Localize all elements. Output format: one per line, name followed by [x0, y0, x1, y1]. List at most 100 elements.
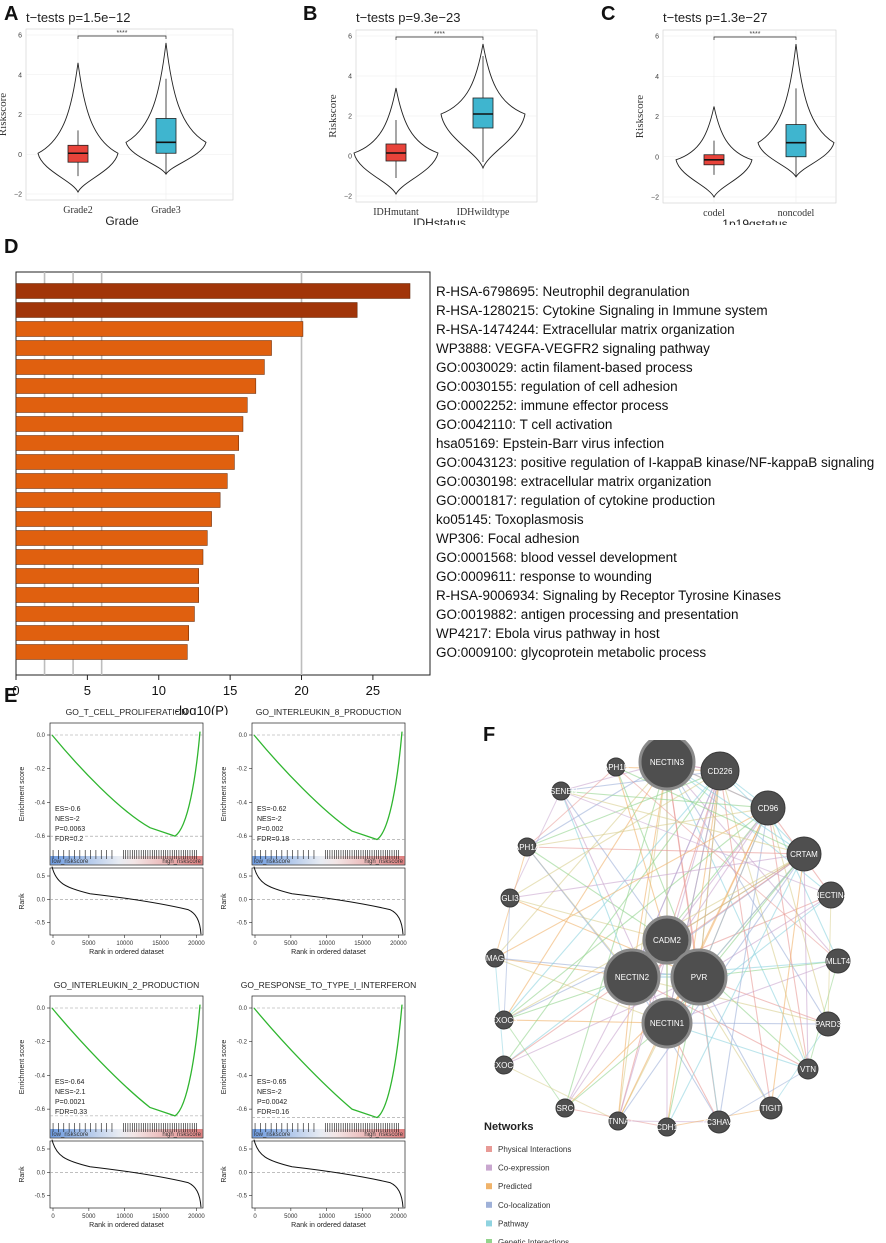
- rank-frame: [251, 867, 406, 936]
- term-label-1: R-HSA-6798695: Neutrophil degranulation: [436, 284, 690, 299]
- rank-curve: [51, 1139, 202, 1208]
- box-IDHwildtype: [472, 97, 494, 129]
- high-label: high_riskscore: [162, 1132, 201, 1138]
- node-NECTIN4: [817, 881, 845, 909]
- legend-item-3: Predicted: [498, 1182, 532, 1191]
- p-value: P=0.002: [257, 826, 283, 833]
- network-edge: [560, 790, 832, 896]
- network-edge: [503, 897, 511, 1021]
- node-label-NECTIN1: NECTIN1: [650, 1019, 685, 1028]
- es-tick-label: -0.2: [237, 767, 248, 773]
- node-label-EXOC3: EXOC3: [490, 1016, 518, 1025]
- gene-network: NECTIN3 CD226 APH1B PSENEN CD96 CRTAM APH1A NEC…: [484, 740, 851, 1243]
- term-label-20: GO:0009100: glycoprotein metabolic proce…: [436, 645, 706, 660]
- rank-curve: [253, 1139, 404, 1208]
- enrichment-curve: [51, 731, 201, 837]
- node-label-VTN: VTN: [800, 1065, 816, 1074]
- x-tick-label: 0: [51, 941, 55, 947]
- x-tick-label: 20: [294, 683, 308, 698]
- x-category-Grade2: Grade2: [63, 205, 92, 216]
- rank-tick-label: 0.0: [239, 897, 248, 903]
- node-EXOC4: [494, 1055, 514, 1075]
- network-edge: [767, 807, 829, 1025]
- bar-16: [15, 568, 199, 584]
- significance-stars: ****: [117, 30, 128, 37]
- x-tick-label: 15000: [354, 1214, 371, 1220]
- x-axis-label: Rank in ordered dataset: [291, 949, 366, 956]
- node-CD226: [700, 751, 740, 791]
- x-tick-label: 10000: [318, 941, 335, 947]
- y-tick-label: 4: [18, 72, 22, 79]
- node-label-TIGIT: TIGIT: [761, 1104, 782, 1113]
- network-edge: [719, 770, 809, 1070]
- rank-tick-label: 0.5: [37, 1147, 46, 1153]
- node-label-PSENEN: PSENEN: [545, 787, 578, 796]
- y-tick-label: 0: [655, 154, 659, 161]
- p-value: P=0.0063: [55, 826, 85, 833]
- es-axis-label: Enrichment score: [19, 1040, 26, 1095]
- term-label-12: GO:0001817: regulation of cytokine produ…: [436, 493, 715, 508]
- x-tick-label: 5: [84, 683, 91, 698]
- rank-tick-label: -0.5: [237, 1194, 248, 1200]
- es-value: ES=-0.64: [55, 1079, 84, 1086]
- y-tick-label: 0: [18, 152, 22, 159]
- rank-color-bar: [50, 1129, 203, 1138]
- es-frame: [251, 995, 406, 1139]
- x-category-codel: codel: [703, 208, 725, 219]
- node-label-CTNNA1: CTNNA1: [602, 1117, 635, 1126]
- network-edge: [503, 807, 769, 1021]
- legend-swatch: [486, 1239, 492, 1243]
- legend-swatch: [486, 1220, 492, 1227]
- x-axis-label: -log10(P): [175, 703, 228, 715]
- violin-Grade2: [37, 62, 119, 193]
- nes-value: NES=-2: [257, 816, 282, 823]
- x-tick-label: 10000: [116, 1214, 133, 1220]
- node-label-CD226: CD226: [708, 767, 733, 776]
- rank-color-bar: [252, 856, 405, 865]
- legend-item-2: Co-expression: [498, 1164, 550, 1173]
- node-CD96: [750, 790, 786, 826]
- x-category-IDHwildtype: IDHwildtype: [457, 207, 510, 218]
- x-tick-label: 10000: [318, 1214, 335, 1220]
- network-edge: [503, 761, 668, 1021]
- legend-swatch: [486, 1183, 492, 1190]
- enrichment-curve: [253, 1004, 403, 1119]
- bar-2: [15, 302, 358, 318]
- significance-stars: ****: [434, 31, 445, 38]
- high-label: high_riskscore: [162, 859, 201, 865]
- p-value: P=0.0042: [257, 1099, 287, 1106]
- network-edge: [560, 790, 633, 978]
- panel-label-f: F: [483, 724, 495, 746]
- rank-tick-label: -0.5: [35, 1194, 46, 1200]
- violin-chart-b: −2 0 2 4 6 t−tests p=9.3e−23 Riskscore IDHmutan…: [327, 10, 538, 225]
- node-TIGIT: [759, 1096, 783, 1120]
- network-edge: [666, 853, 805, 1128]
- x-axis-label: Rank in ordered dataset: [291, 1222, 366, 1229]
- network-edge: [560, 790, 668, 941]
- network-edge: [718, 1068, 809, 1123]
- x-category-Grade3: Grade3: [151, 205, 180, 216]
- term-label-2: R-HSA-1280215: Cytokine Signaling in Imm…: [436, 303, 768, 318]
- gsea-plots: GO_T_CELL_PROLIFERATION 0.0 -0.2 -0.4 -0.6 En…: [19, 707, 416, 1229]
- rank-frame: [49, 867, 204, 936]
- es-value: ES=-0.65: [257, 1079, 286, 1086]
- node-SRC: [555, 1098, 575, 1118]
- network-nodes: NECTIN3 CD226 APH1B PSENEN CD96 CRTAM APH1A NEC…: [485, 740, 851, 1137]
- enrichment-curve: [253, 731, 403, 841]
- es-tick-label: 0.0: [239, 733, 248, 739]
- rank-tick-label: 0.5: [239, 1147, 248, 1153]
- es-tick-label: 0.0: [37, 1006, 46, 1012]
- network-edge: [494, 957, 505, 1066]
- network-edge: [503, 770, 721, 1066]
- term-label-7: GO:0002252: immune effector process: [436, 398, 669, 413]
- y-tick-label: 6: [348, 34, 352, 41]
- term-label-13: ko05145: Toxoplasmosis: [436, 512, 584, 527]
- p-value: P=0.0021: [55, 1099, 85, 1106]
- term-label-8: GO:0042110: T cell activation: [436, 417, 612, 432]
- enrichment-bar-chart: R-HSA-6798695: Neutrophil degranulation R…: [12, 271, 874, 715]
- term-label-9: hsa05169: Epstein-Barr virus infection: [436, 436, 664, 451]
- y-axis-label: Riskscore: [327, 94, 339, 138]
- es-tick-label: -0.2: [35, 767, 46, 773]
- network-edge: [631, 761, 668, 978]
- bar-3: [15, 321, 304, 337]
